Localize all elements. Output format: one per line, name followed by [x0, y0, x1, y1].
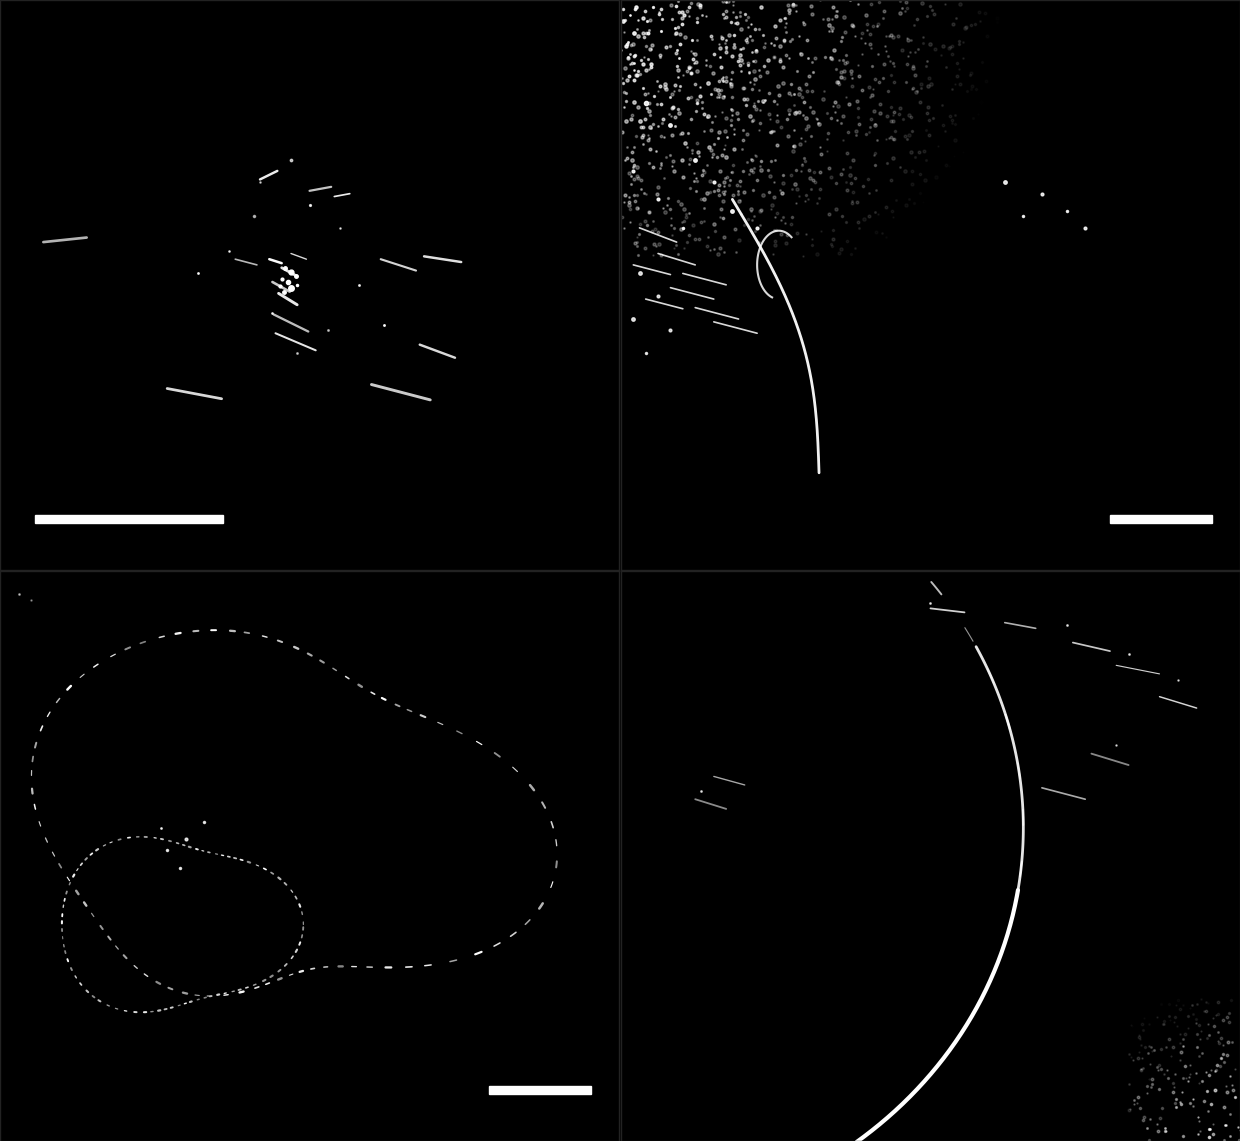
Bar — [489, 1086, 591, 1094]
Bar — [1110, 515, 1213, 523]
Bar — [35, 515, 223, 523]
